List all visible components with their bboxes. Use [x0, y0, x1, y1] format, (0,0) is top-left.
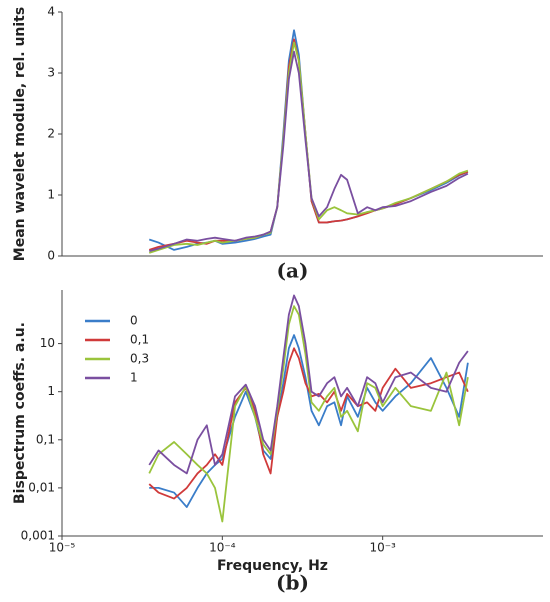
y-tick-label: 0,001 [21, 529, 55, 543]
legend-label: 0 [130, 314, 138, 328]
legend-label: 1 [130, 371, 138, 385]
series-line [148, 29, 469, 251]
y-axis-label: Mean wavelet module, rel. units [12, 7, 28, 261]
series-line [148, 41, 469, 254]
x-axis-label: Frequency, Hz [217, 558, 328, 574]
series-line [148, 294, 469, 475]
y-tick-label: 0 [47, 249, 55, 263]
legend-label: 0,3 [130, 352, 149, 366]
y-tick-label: 0,1 [36, 432, 55, 446]
panel-label: (a) [277, 259, 309, 283]
series-line [149, 50, 469, 252]
y-tick-label: 3 [47, 66, 55, 80]
y-tick-label: 0,01 [28, 480, 55, 494]
legend-label: 0,1 [130, 333, 149, 347]
panel-label: (b) [276, 571, 309, 595]
y-tick-label: 10 [40, 336, 55, 350]
x-tick-label: 10⁻⁴ [209, 541, 236, 555]
x-tick-label: 10⁻³ [369, 541, 396, 555]
y-tick-label: 4 [47, 5, 55, 19]
y-tick-label: 1 [47, 188, 55, 202]
series-line [148, 347, 469, 500]
y-axis-label: Bispectrum coeffs. a.u. [12, 322, 28, 504]
y-tick-label: 1 [47, 384, 55, 398]
y-tick-label: 2 [47, 127, 55, 141]
series-line [149, 334, 469, 508]
series-line [148, 38, 469, 251]
x-tick-label: 10⁻⁵ [49, 541, 76, 555]
series-line [148, 305, 469, 523]
